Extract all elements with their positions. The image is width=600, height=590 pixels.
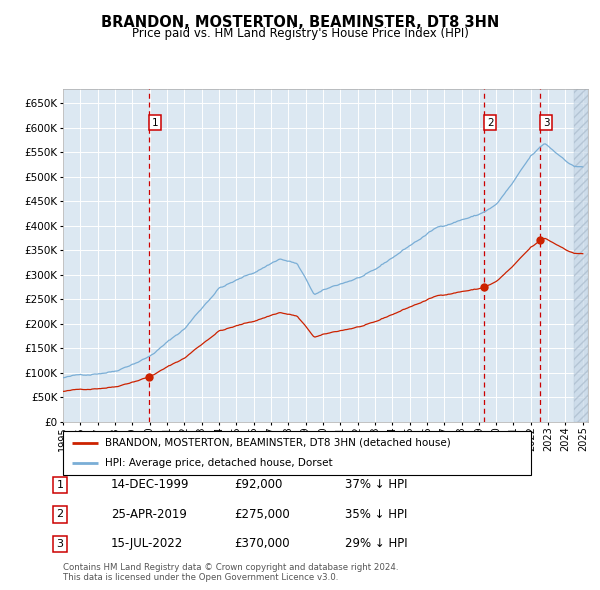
Text: 2: 2 (56, 510, 64, 519)
Bar (574, 88, 588, 422)
Text: 2: 2 (487, 118, 494, 128)
Text: Price paid vs. HM Land Registry's House Price Index (HPI): Price paid vs. HM Land Registry's House … (131, 27, 469, 40)
Text: BRANDON, MOSTERTON, BEAMINSTER, DT8 3HN: BRANDON, MOSTERTON, BEAMINSTER, DT8 3HN (101, 15, 499, 30)
Text: BRANDON, MOSTERTON, BEAMINSTER, DT8 3HN (detached house): BRANDON, MOSTERTON, BEAMINSTER, DT8 3HN … (105, 438, 451, 448)
Text: 25-APR-2019: 25-APR-2019 (111, 508, 187, 521)
Text: 3: 3 (543, 118, 550, 128)
Text: 29% ↓ HPI: 29% ↓ HPI (345, 537, 407, 550)
Text: 1: 1 (56, 480, 64, 490)
Text: HPI: Average price, detached house, Dorset: HPI: Average price, detached house, Dors… (105, 458, 333, 468)
Text: £370,000: £370,000 (234, 537, 290, 550)
Text: £92,000: £92,000 (234, 478, 283, 491)
Text: £275,000: £275,000 (234, 508, 290, 521)
Text: 14-DEC-1999: 14-DEC-1999 (111, 478, 190, 491)
Text: This data is licensed under the Open Government Licence v3.0.: This data is licensed under the Open Gov… (63, 573, 338, 582)
Text: 3: 3 (56, 539, 64, 549)
Text: 37% ↓ HPI: 37% ↓ HPI (345, 478, 407, 491)
Text: 1: 1 (152, 118, 158, 128)
Text: Contains HM Land Registry data © Crown copyright and database right 2024.: Contains HM Land Registry data © Crown c… (63, 563, 398, 572)
Text: 15-JUL-2022: 15-JUL-2022 (111, 537, 183, 550)
Text: 35% ↓ HPI: 35% ↓ HPI (345, 508, 407, 521)
